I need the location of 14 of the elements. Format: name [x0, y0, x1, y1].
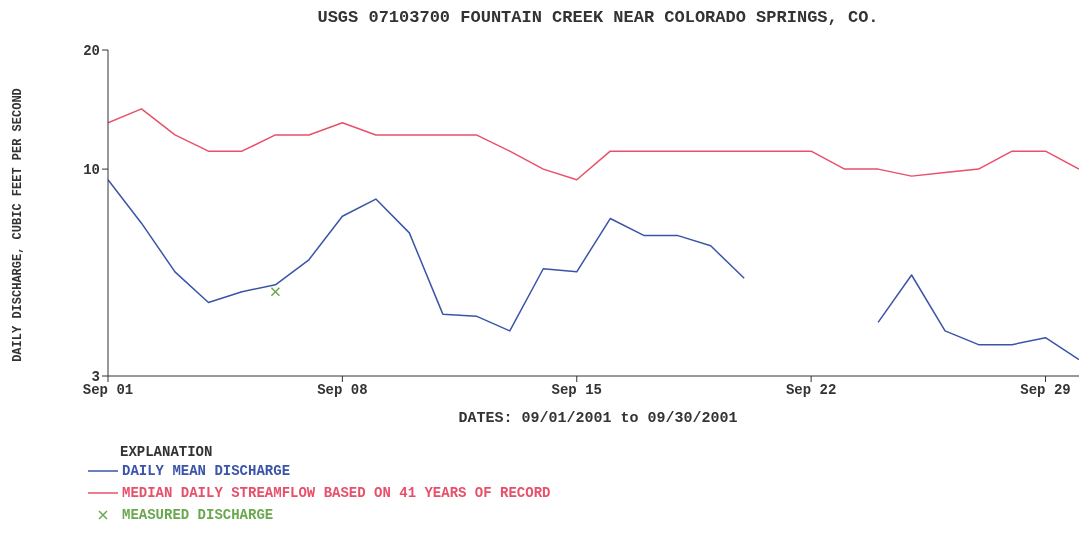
x-tick-label: Sep 15 [551, 381, 602, 398]
line-series [108, 108, 1079, 181]
x-tick-label: Sep 08 [317, 381, 368, 398]
x-axis-title: DATES: 09/01/2001 to 09/30/2001 [457, 410, 739, 427]
chart-title: USGS 07103700 FOUNTAIN CREEK NEAR COLORADO SPRINGS, CO. [316, 8, 880, 27]
y-axis-title: DAILY DISCHARGE, CUBIC FEET PER SECOND [11, 87, 25, 364]
legend-label: MEASURED DISCHARGE [122, 507, 274, 523]
x-tick-label: Sep 22 [785, 381, 837, 398]
legend-label: MEDIAN DAILY STREAMFLOW BASED ON 41 YEARS OF RECORD [122, 485, 551, 501]
x-tick-label: Sep 29 [1020, 381, 1071, 398]
y-tick-label: 10 [83, 162, 100, 179]
legend-title: EXPLANATION [120, 444, 214, 460]
legend-label: DAILY MEAN DISCHARGE [122, 463, 291, 479]
y-tick-label: 20 [83, 42, 100, 59]
